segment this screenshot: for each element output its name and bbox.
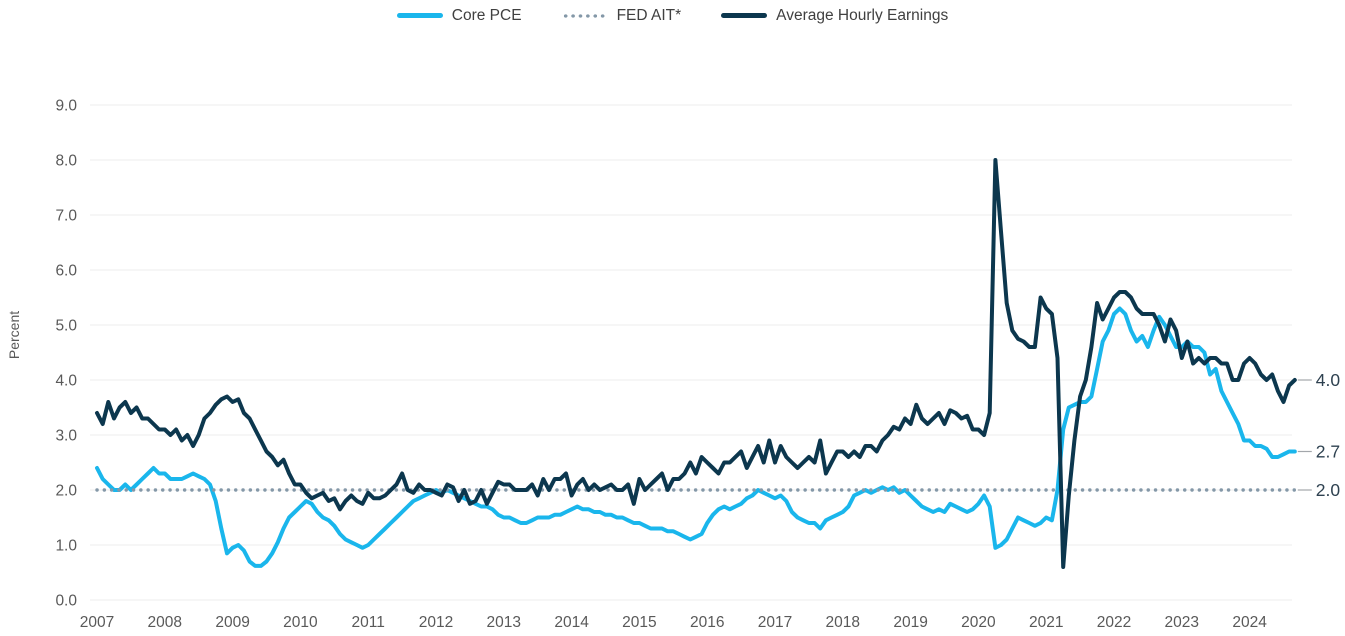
y-tick-label: 5.0 — [55, 318, 77, 335]
y-tick-label: 9.0 — [55, 98, 77, 115]
x-tick-label: 2022 — [1097, 614, 1131, 631]
legend-label: Core PCE — [451, 7, 522, 24]
x-tick-label: 2015 — [622, 614, 656, 631]
x-tick-label: 2011 — [352, 614, 385, 631]
y-tick-label: 7.0 — [55, 208, 77, 225]
x-tick-label: 2023 — [1165, 614, 1199, 631]
y-tick-label: 2.0 — [55, 483, 77, 500]
x-tick-label: 2017 — [758, 614, 792, 631]
x-tick-label: 2020 — [961, 614, 996, 631]
y-tick-label: 0.0 — [55, 593, 77, 610]
x-tick-label: 2018 — [826, 614, 860, 631]
y-tick-label: 1.0 — [55, 538, 77, 555]
y-tick-label: 4.0 — [55, 373, 77, 390]
x-tick-label: 2012 — [419, 614, 453, 631]
avg-hourly-earnings-end-label: 4.0 — [1316, 370, 1341, 390]
legend-item-fed-ait: FED AIT* — [561, 7, 682, 24]
core-pce-line — [95, 306, 1297, 568]
legend-item-avg-hourly-earnings: Average Hourly Earnings — [721, 8, 948, 24]
y-tick-label: 8.0 — [55, 153, 77, 170]
chart-legend: Core PCE FED AIT* Average Hourly Earnings — [0, 8, 1345, 24]
x-tick-label: 2014 — [554, 614, 589, 631]
x-tick-label: 2016 — [690, 614, 724, 631]
x-tick-label: 2010 — [283, 614, 318, 631]
legend-swatch-avg-hourly-earnings-line-icon — [721, 13, 768, 19]
legend-label: Average Hourly Earnings — [776, 7, 949, 24]
y-tick-label: 3.0 — [55, 428, 77, 445]
x-tick-label: 2013 — [487, 614, 521, 631]
legend-label: FED AIT* — [616, 7, 682, 24]
x-tick-label: 2009 — [215, 614, 249, 631]
y-tick-label: 6.0 — [55, 263, 77, 280]
avg-hourly-earnings-line — [95, 158, 1297, 569]
x-tick-label: 2021 — [1029, 614, 1063, 631]
legend-swatch-core-pce-line-icon — [396, 13, 443, 19]
core-pce-end-label: 2.7 — [1316, 442, 1340, 462]
x-tick-label: 2008 — [148, 614, 182, 631]
legend-item-core-pce: Core PCE — [396, 7, 522, 24]
x-tick-label: 2024 — [1232, 614, 1267, 631]
y-axis-title: Percent — [6, 310, 22, 360]
x-tick-label: 2007 — [80, 614, 114, 631]
x-tick-label: 2019 — [893, 614, 927, 631]
legend-swatch-fed-ait-dotted-line-icon — [561, 13, 608, 18]
fed-ait-end-label: 2.0 — [1316, 480, 1341, 500]
